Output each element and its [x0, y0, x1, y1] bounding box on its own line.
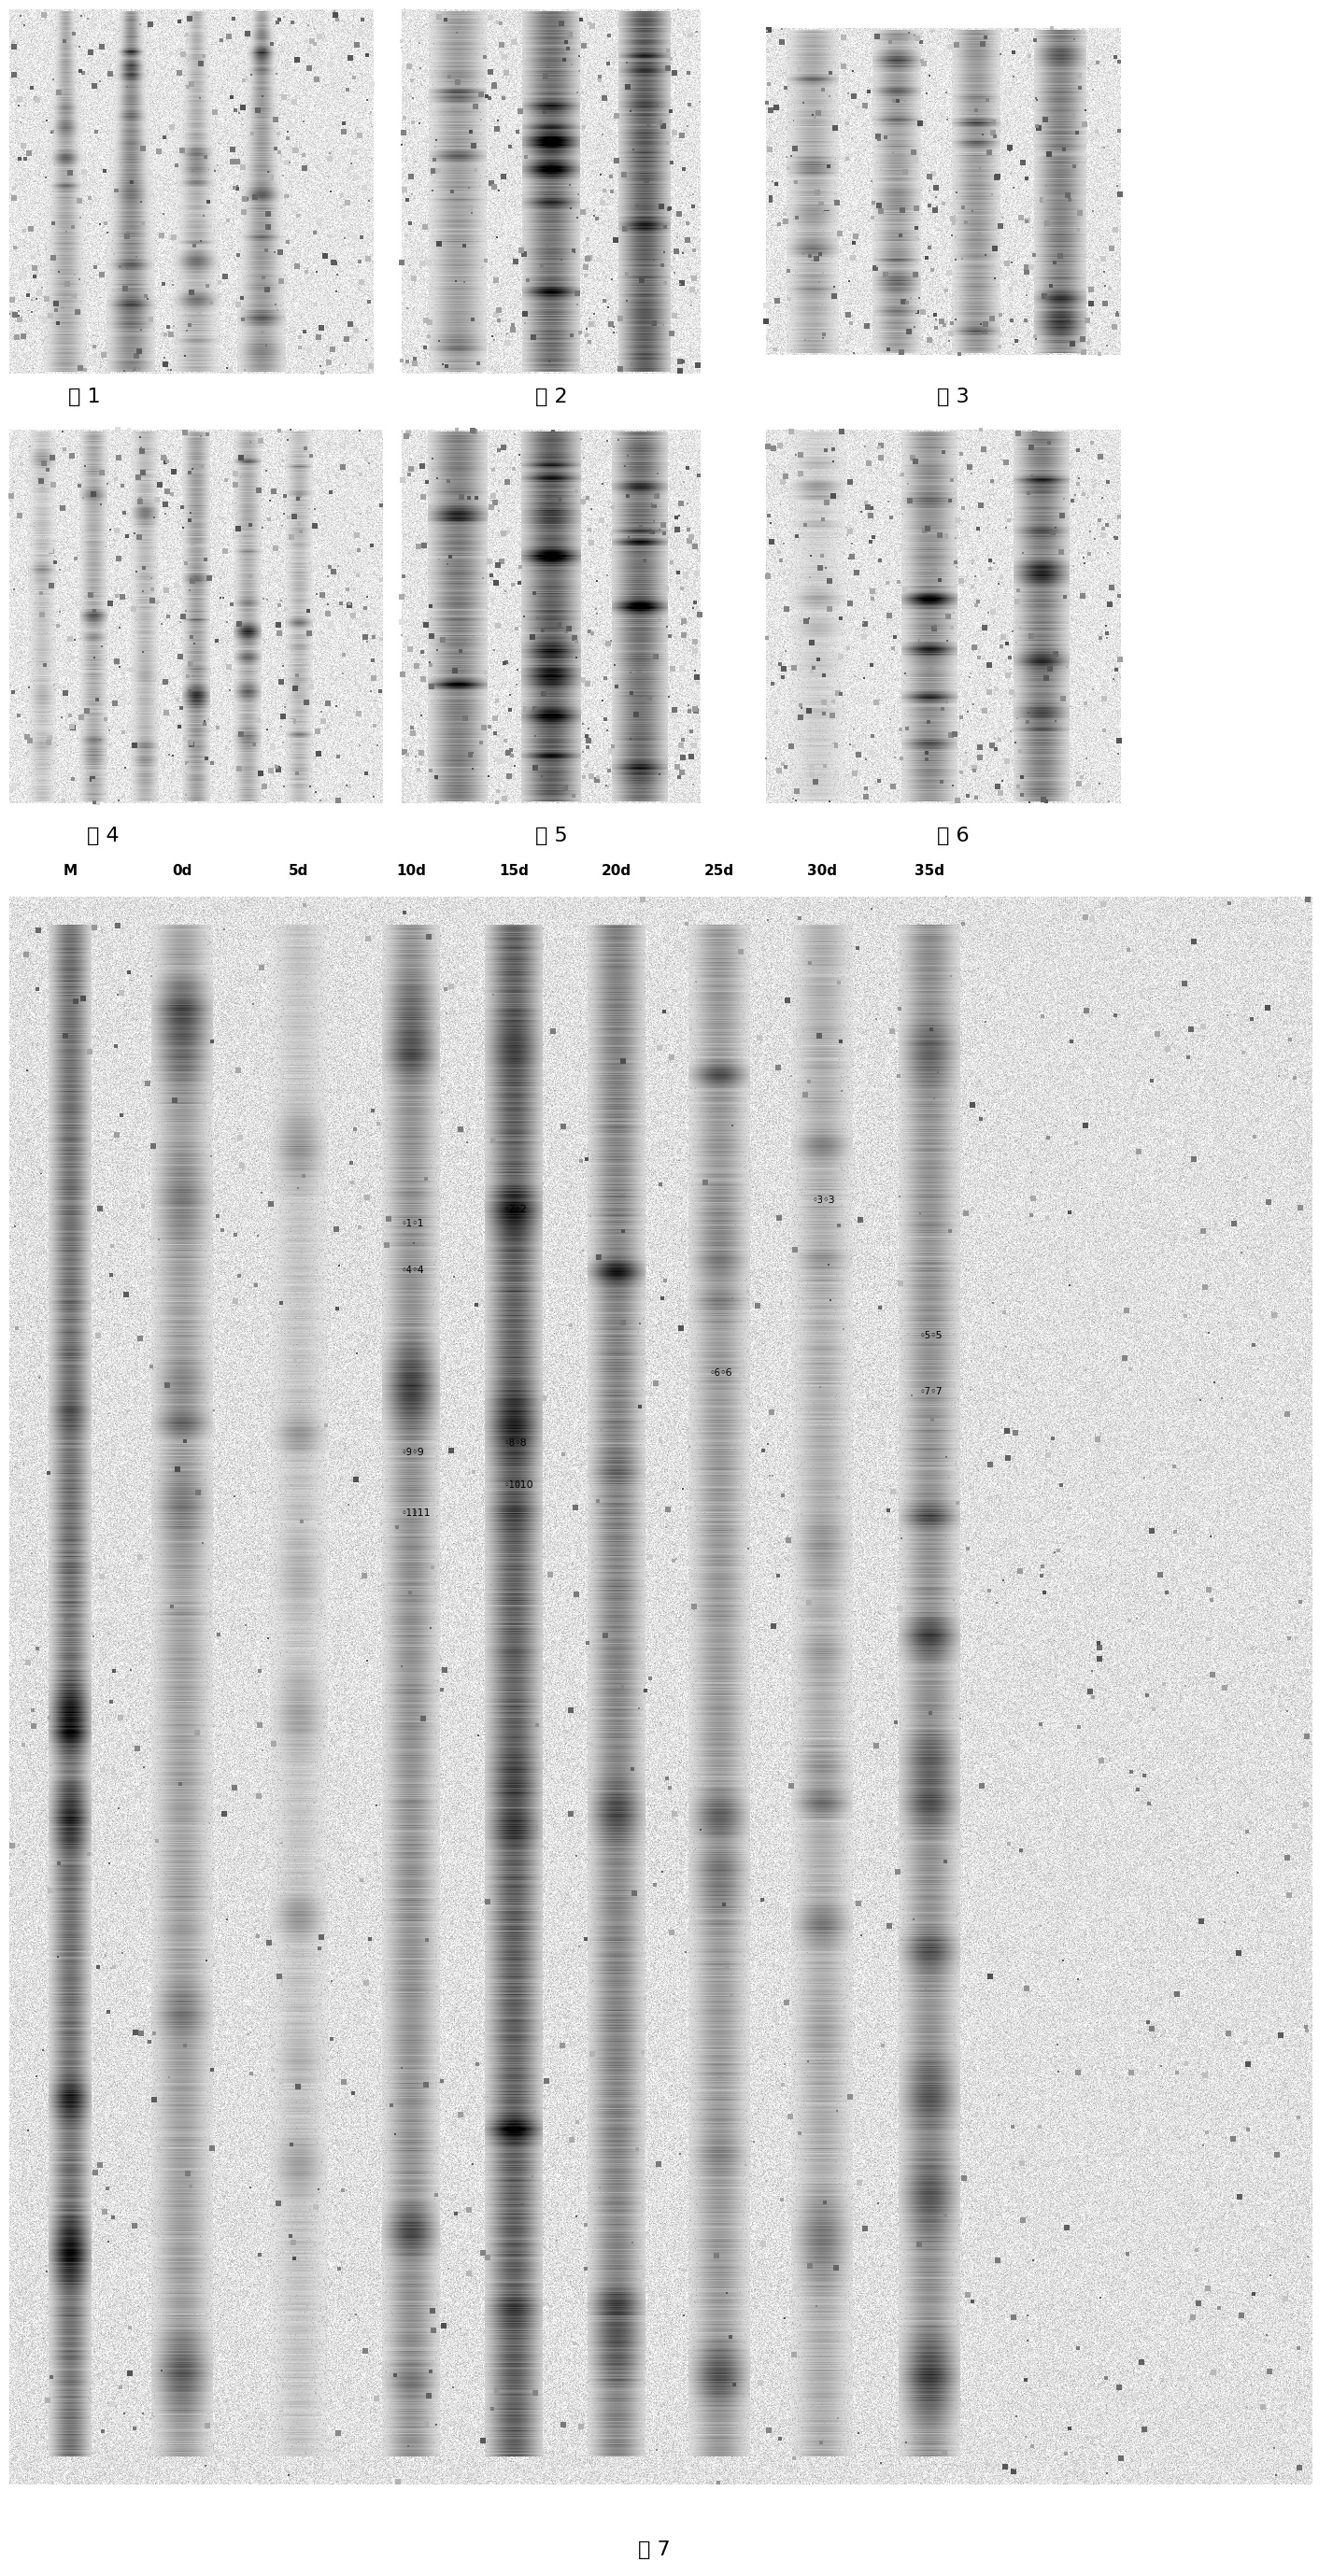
Text: 30d: 30d — [806, 863, 837, 878]
Text: 图 2: 图 2 — [535, 386, 568, 407]
Text: ◦1: ◦1 — [411, 1218, 424, 1229]
Text: 15d: 15d — [499, 863, 529, 878]
Text: ◦9: ◦9 — [401, 1448, 413, 1458]
Text: 25d: 25d — [704, 863, 734, 878]
Text: ◦3: ◦3 — [813, 1195, 824, 1206]
Text: 图 4: 图 4 — [87, 827, 119, 845]
Text: 20d: 20d — [601, 863, 632, 878]
Text: 图 6: 图 6 — [937, 827, 969, 845]
Text: ◦7: ◦7 — [920, 1386, 932, 1396]
Text: ◦3: ◦3 — [822, 1195, 834, 1206]
Text: ◦6: ◦6 — [720, 1368, 732, 1378]
Text: 图 1: 图 1 — [68, 386, 100, 407]
Text: ◦9: ◦9 — [411, 1448, 424, 1458]
Text: ◦11: ◦11 — [401, 1510, 419, 1517]
Text: ◦7: ◦7 — [929, 1386, 942, 1396]
Text: ◦5: ◦5 — [929, 1332, 942, 1340]
Text: ◦10: ◦10 — [504, 1481, 521, 1489]
Text: ◦4: ◦4 — [411, 1265, 424, 1275]
Text: ◦2: ◦2 — [513, 1206, 527, 1213]
Text: ◦8: ◦8 — [504, 1437, 516, 1448]
Text: 10d: 10d — [396, 863, 427, 878]
Text: ◦5: ◦5 — [920, 1332, 932, 1340]
Text: 35d: 35d — [914, 863, 944, 878]
Text: 5d: 5d — [289, 863, 309, 878]
Text: ◦4: ◦4 — [401, 1265, 413, 1275]
Text: 0d: 0d — [172, 863, 192, 878]
Text: ◦1: ◦1 — [401, 1218, 413, 1229]
Text: ◦6: ◦6 — [710, 1368, 721, 1378]
Text: 图 7: 图 7 — [637, 2540, 670, 2558]
Text: ◦11: ◦11 — [411, 1510, 431, 1517]
Text: ◦8: ◦8 — [513, 1437, 527, 1448]
Text: 图 5: 图 5 — [535, 827, 568, 845]
Text: ◦10: ◦10 — [513, 1481, 533, 1489]
Text: 图 3: 图 3 — [937, 386, 969, 407]
Text: M: M — [63, 863, 77, 878]
Text: ◦2: ◦2 — [504, 1206, 516, 1213]
